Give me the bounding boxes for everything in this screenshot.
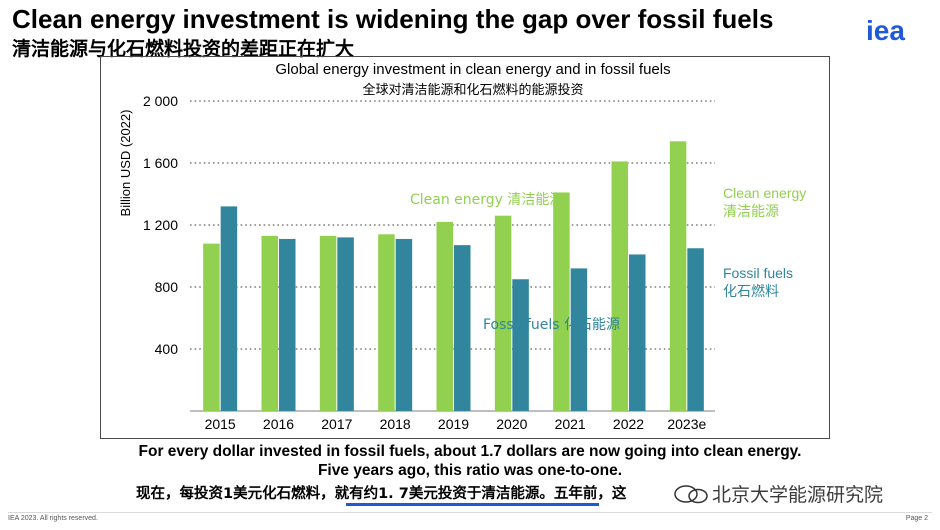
x-tick-label: 2019 [438,416,469,432]
bar-fossil-fuels [687,248,704,411]
x-tick-label: 2017 [321,416,352,432]
watermark-text: 北京大学能源研究院 [712,484,884,506]
bar-fossil-fuels [395,238,413,411]
chart-subtitle: 全球对清洁能源和化石燃料的能源投资 [362,83,584,98]
bar-clean-energy [494,215,512,411]
fossil-fuels-inline-label: Fossil fuels 化石能源 [483,317,620,333]
bar-clean-energy [261,235,278,411]
y-tick-label: 2 000 [143,93,178,109]
y-tick-label: 1 600 [143,155,178,171]
x-tick-label: 2020 [496,416,527,432]
x-tick-label: 2015 [205,416,236,432]
bar-clean-energy [669,141,687,412]
key-message-line-2: Five years ago, this ratio was one-to-on… [317,462,623,479]
footer-copyright: IEA 2023. All rights reserved. [8,515,98,522]
y-tick-label: 400 [155,341,179,357]
wechat-icon [674,485,708,504]
legend-clean-energy: Clean energy [723,185,806,201]
bar-fossil-fuels [337,237,354,411]
slide-title: Clean energy investment is widening the … [12,4,774,34]
x-tick-label: 2021 [555,416,586,432]
chart-title: Global energy investment in clean energy… [275,61,671,78]
bar-clean-energy [378,234,395,411]
footer-page-number: Page 2 [905,515,928,522]
legend-fossil-fuels: Fossil fuels [723,265,793,281]
key-message-chinese: 现在，每投资1美元化石燃料，就有约1. 7美元投资于清洁能源。五年前，这 [136,486,627,502]
slide-title-chinese: 清洁能源与化石燃料投资的差距正在扩大 [12,38,355,60]
bar-clean-energy [611,161,628,411]
bar-fossil-fuels [454,245,471,411]
y-tick-label: 800 [155,279,179,295]
y-tick-label: 1 200 [143,217,178,233]
bar-clean-energy [436,221,453,411]
bar-fossil-fuels [570,268,588,411]
bar-fossil-fuels [279,238,296,411]
bar-fossil-fuels [512,279,529,411]
bar-fossil-fuels [220,206,238,411]
highlight-underline [346,503,599,506]
x-tick-label: 2022 [613,416,644,432]
legend-clean-energy-zh: 清洁能源 [723,204,779,220]
x-tick-label: 2023e [667,416,706,432]
footer-divider [8,512,932,513]
svg-text:iea: iea [866,18,905,44]
x-tick-label: 2016 [263,416,294,432]
x-tick-label: 2018 [380,416,411,432]
y-axis-label: Billion USD (2022) [118,110,133,217]
iea-logo: iea [866,18,905,44]
bar-clean-energy [553,192,570,411]
bar-clean-energy [319,235,337,411]
bar-clean-energy [203,243,220,411]
legend-fossil-fuels-zh: 化石燃料 [723,283,779,300]
key-message-line-1: For every dollar invested in fossil fuel… [138,443,802,460]
clean-energy-inline-label: Clean energy 清洁能源 [410,192,563,208]
chart-frame [100,56,830,439]
bar-fossil-fuels [629,254,646,411]
